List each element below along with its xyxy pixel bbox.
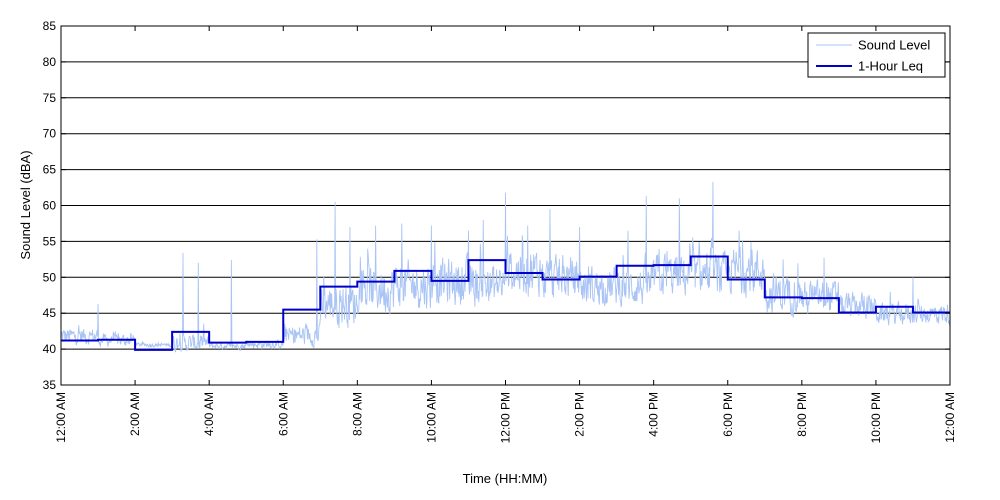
x-tick-label: 6:00 PM xyxy=(721,392,735,437)
y-tick-label: 50 xyxy=(43,270,57,284)
legend-box xyxy=(807,32,946,78)
x-tick-label: 8:00 PM xyxy=(795,392,809,437)
x-tick-label: 2:00 AM xyxy=(128,392,142,436)
x-tick-label: 12:00 PM xyxy=(499,392,513,443)
y-tick-label: 80 xyxy=(43,55,57,69)
x-tick-label: 6:00 AM xyxy=(276,392,290,436)
x-tick-label: 10:00 AM xyxy=(424,392,438,443)
y-tick-label: 65 xyxy=(43,163,57,177)
x-tick-label: 4:00 AM xyxy=(202,392,216,436)
y-tick-label: 75 xyxy=(43,91,57,105)
y-tick-label: 35 xyxy=(43,378,57,392)
y-tick-label: 45 xyxy=(43,306,57,320)
x-axis-label: Time (HH:MM) xyxy=(463,471,548,486)
y-tick-label: 55 xyxy=(43,234,57,248)
y-tick-label: 70 xyxy=(43,127,57,141)
y-tick-label: 40 xyxy=(43,342,57,356)
leq-series xyxy=(61,255,950,351)
y-tick-label: 60 xyxy=(43,199,57,213)
x-tick-label: 4:00 PM xyxy=(647,392,661,437)
legend: Sound Level 1-Hour Leq xyxy=(807,32,946,78)
x-tick-label: 2:00 PM xyxy=(573,392,587,437)
y-tick-label: 85 xyxy=(43,19,57,33)
legend-label-leq: 1-Hour Leq xyxy=(858,59,923,74)
leq-step-line xyxy=(61,255,950,351)
x-tick-label: 12:00 AM xyxy=(943,392,957,443)
x-axis-ticks: 12:00 AM 2:00 AM 4:00 AM 6:00 AM 8:00 AM 10:0… xyxy=(54,26,957,443)
x-tick-label: 8:00 AM xyxy=(350,392,364,436)
x-tick-label: 10:00 PM xyxy=(869,392,883,443)
x-tick-label: 12:00 AM xyxy=(54,392,68,443)
legend-label-sound-level: Sound Level xyxy=(858,38,930,53)
y-axis-ticks: 35 40 45 50 55 60 65 70 75 80 85 xyxy=(43,19,950,392)
grid-lines xyxy=(61,61,950,350)
y-axis-label: Sound Level (dBA) xyxy=(18,150,33,259)
